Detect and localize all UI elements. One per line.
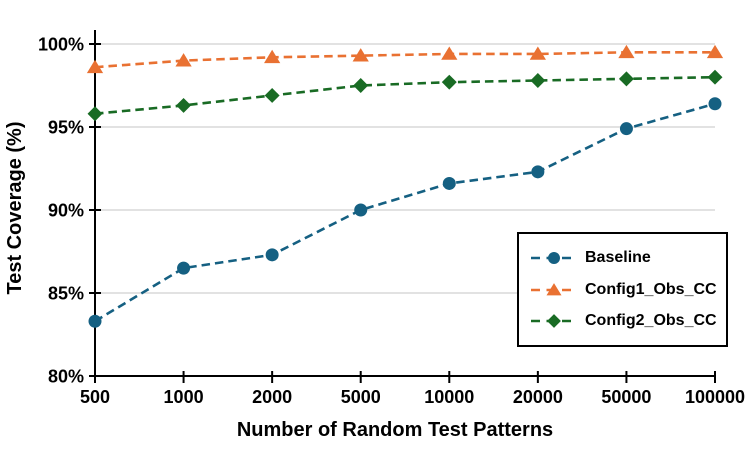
- x-tick-label: 2000: [252, 387, 292, 407]
- diamond-marker: [264, 87, 280, 103]
- circle-marker: [619, 122, 633, 136]
- series-line-Config1_Obs_CC: [94, 50, 715, 69]
- legend-item-Config2_Obs_CC: Config2_Obs_CC: [531, 312, 726, 330]
- y-tick-label: 90%: [48, 201, 84, 221]
- triangle-marker: [86, 59, 104, 74]
- triangle-marker: [706, 44, 724, 59]
- series-line-Baseline: [94, 102, 716, 323]
- diamond-marker: [547, 313, 561, 328]
- series-line-Config2_Obs_CC: [94, 75, 716, 116]
- triangle-marker: [352, 48, 369, 62]
- diamond-legend-icon: [531, 313, 577, 328]
- y-tick-label: 100%: [38, 35, 84, 55]
- legend-item-label: Config1_Obs_CC: [585, 280, 717, 298]
- x-tick-label: 20000: [513, 387, 563, 407]
- diamond-marker: [87, 106, 103, 122]
- legend-item-label: Baseline: [585, 249, 651, 267]
- circle-marker: [354, 203, 368, 217]
- diamond-marker: [176, 97, 192, 113]
- circle-marker: [531, 165, 545, 179]
- x-tick-label: 100000: [685, 387, 745, 407]
- circle-legend-icon: [531, 252, 577, 265]
- circle-marker: [708, 97, 722, 111]
- diamond-marker: [353, 78, 369, 93]
- x-tick-label: 1000: [164, 387, 204, 407]
- diamond-marker: [530, 73, 546, 88]
- circle-marker: [88, 314, 102, 328]
- triangle-marker: [618, 44, 635, 59]
- triangle-marker: [529, 46, 546, 60]
- diamond-marker: [618, 71, 634, 87]
- circle-marker: [265, 248, 279, 262]
- triangle-marker: [546, 282, 562, 295]
- x-tick-label: 10000: [424, 387, 474, 407]
- y-axis-title: Test Coverage (%): [4, 121, 26, 295]
- legend: Baseline Config1_Obs_CC Config2_Obs_CC: [517, 232, 728, 347]
- triangle-marker: [441, 46, 458, 60]
- x-tick-label: 50000: [601, 387, 651, 407]
- triangle-marker: [264, 49, 281, 64]
- x-tick-label: 5000: [341, 387, 381, 407]
- diamond-marker: [707, 69, 723, 85]
- legend-item-label: Config2_Obs_CC: [585, 311, 717, 329]
- circle-marker: [177, 261, 191, 275]
- y-tick-label: 95%: [48, 118, 84, 138]
- x-tick-label: 500: [80, 387, 110, 407]
- triangle-marker: [175, 53, 192, 67]
- y-tick-label: 80%: [48, 367, 84, 387]
- legend-item-Config1_Obs_CC: Config1_Obs_CC: [531, 281, 726, 299]
- diamond-marker: [441, 74, 457, 90]
- circle-marker: [442, 176, 456, 190]
- circle-marker: [548, 252, 560, 265]
- x-axis-title: Number of Random Test Patterns: [236, 419, 554, 441]
- y-tick-label: 85%: [48, 284, 84, 304]
- legend-item-Baseline: Baseline: [531, 249, 726, 267]
- triangle-legend-icon: [531, 282, 577, 295]
